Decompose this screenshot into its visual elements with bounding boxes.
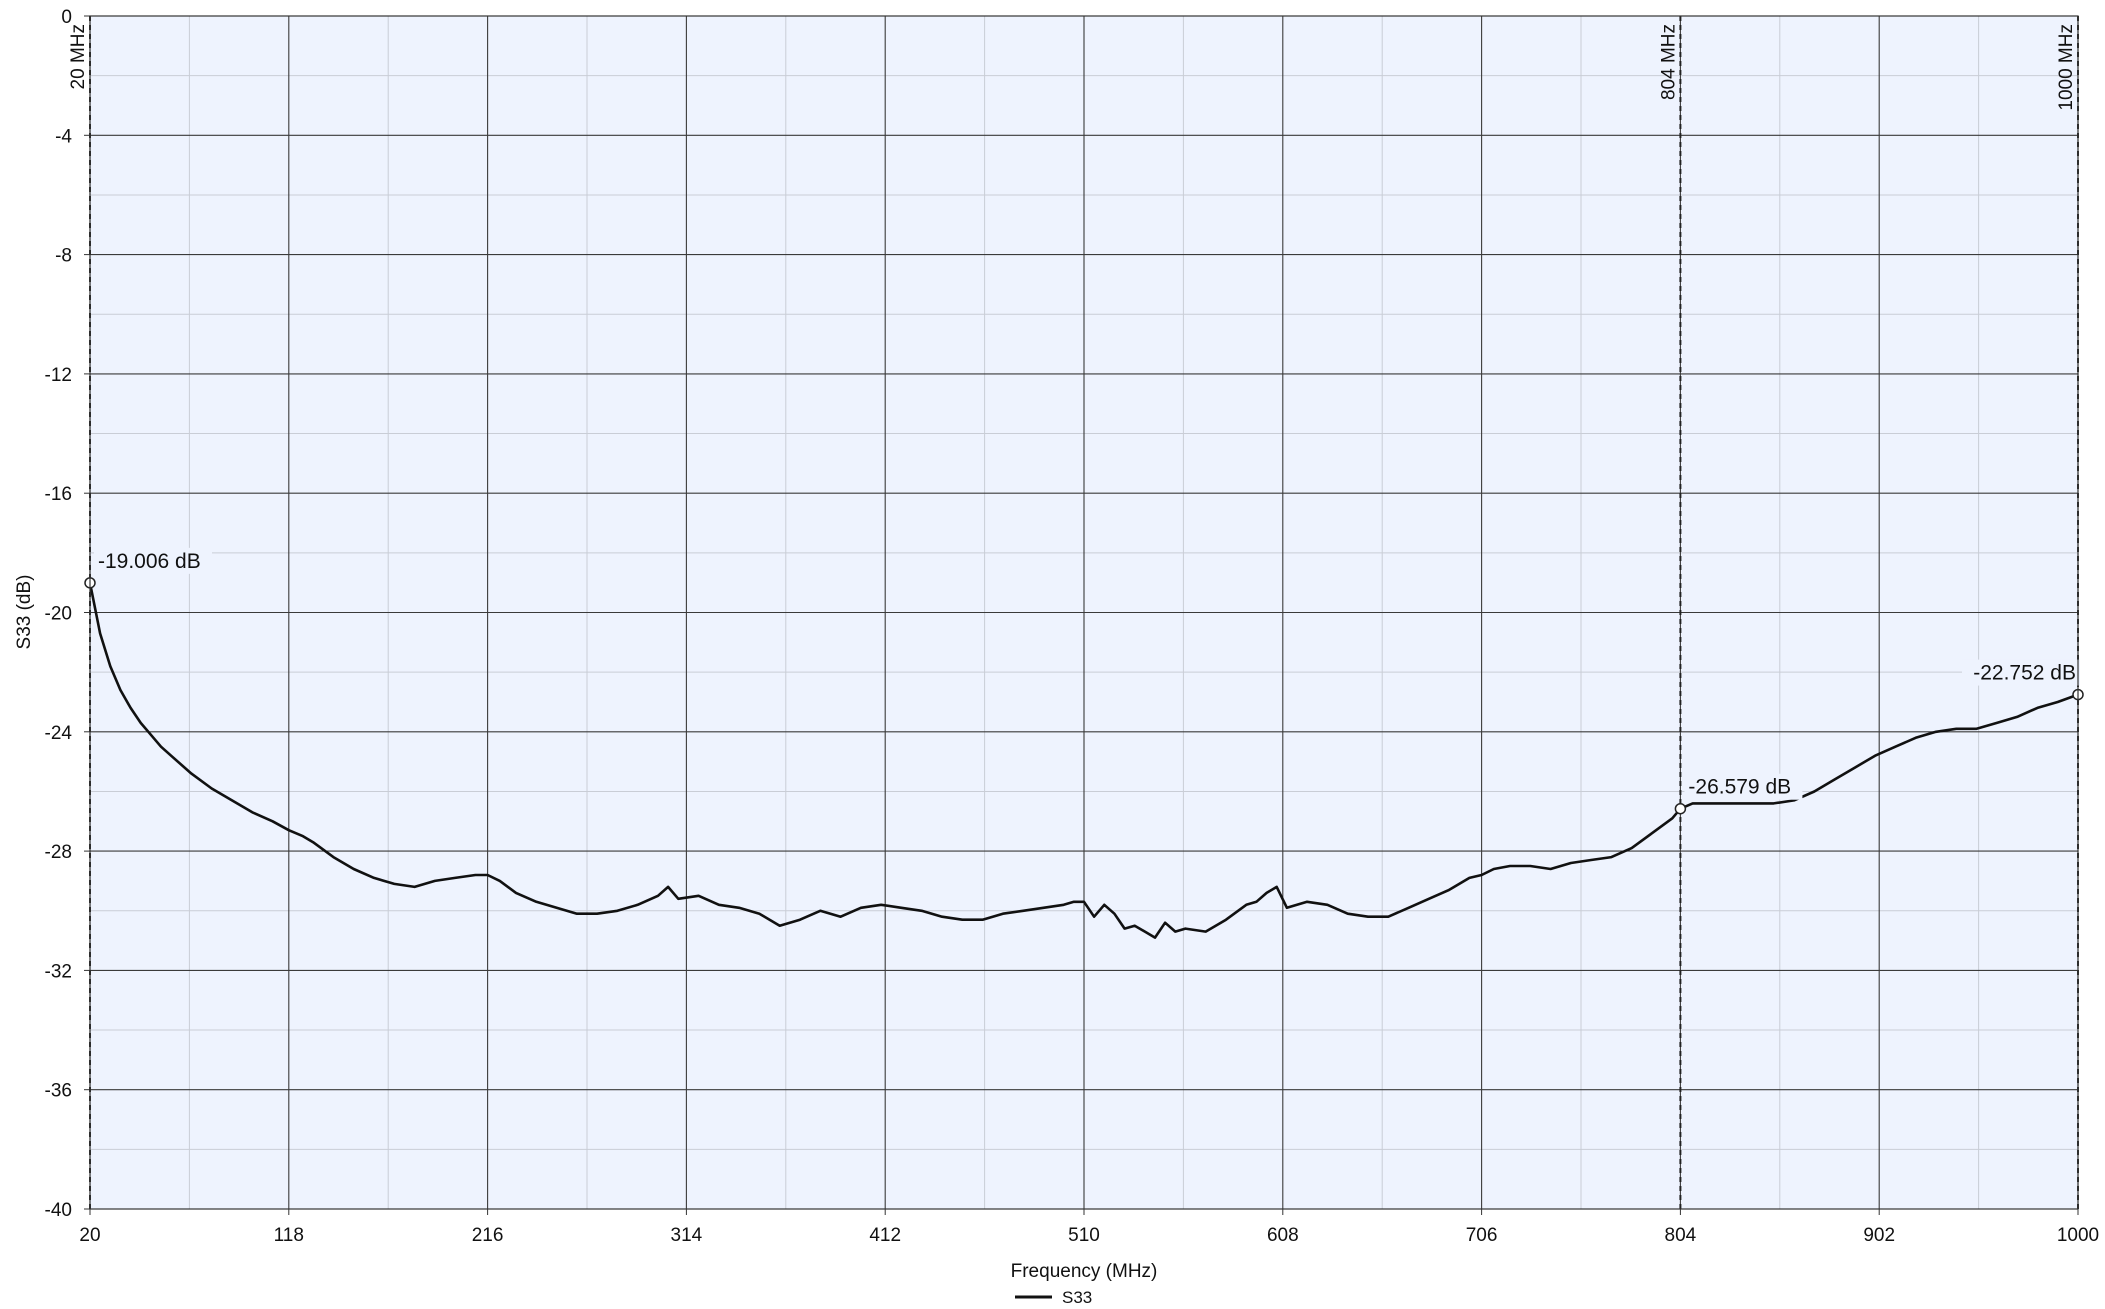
y-axis-ticks: 0 -4 -8 -12 -16 -20 -24 -28 -32 -36 -40 bbox=[45, 7, 90, 1221]
y-tick-label: -24 bbox=[45, 723, 73, 744]
marker-line-label: 804 MHz bbox=[1658, 24, 1679, 100]
marker-line-label: 1000 MHz bbox=[2056, 24, 2077, 111]
y-tick-label: 0 bbox=[61, 7, 72, 28]
x-tick-label: 216 bbox=[472, 1225, 504, 1246]
x-tick-label: 510 bbox=[1068, 1225, 1100, 1246]
marker-line-label: 20 MHz bbox=[68, 24, 89, 89]
y-tick-label: -12 bbox=[45, 365, 72, 386]
y-tick-label: -8 bbox=[55, 246, 72, 267]
legend: S33 bbox=[1015, 1288, 1092, 1307]
series-layer bbox=[88, 582, 2079, 939]
y-axis-label: S33 (dB) bbox=[14, 575, 35, 650]
y-tick-label: -16 bbox=[45, 484, 72, 505]
x-tick-label: 314 bbox=[671, 1225, 703, 1246]
series-line-s33 bbox=[88, 582, 2079, 939]
y-tick-label: -4 bbox=[55, 126, 72, 147]
x-tick-label: 1000 bbox=[2057, 1225, 2099, 1246]
x-tick-label: 902 bbox=[1863, 1225, 1895, 1246]
marker-value-label: -26.579 dB bbox=[1688, 776, 1791, 799]
marker-value-label: -19.006 dB bbox=[98, 550, 201, 573]
x-tick-label: 118 bbox=[274, 1225, 304, 1246]
x-axis-label: Frequency (MHz) bbox=[1011, 1261, 1158, 1282]
x-tick-label: 20 bbox=[79, 1225, 100, 1246]
x-tick-label: 706 bbox=[1466, 1225, 1498, 1246]
legend-label-s33: S33 bbox=[1062, 1288, 1092, 1307]
marker-label-bg bbox=[1962, 659, 2080, 686]
y-tick-label: -28 bbox=[45, 842, 72, 863]
marker-label-bg bbox=[1684, 773, 1803, 800]
marker-value-label: -22.752 dB bbox=[1973, 662, 2076, 685]
y-tick-label: -32 bbox=[45, 961, 72, 982]
marker-label-bg bbox=[94, 547, 212, 574]
y-tick-label: -20 bbox=[45, 604, 72, 625]
x-axis-ticks: 20 118 216 314 412 510 608 706 804 902 1000 bbox=[79, 1209, 2099, 1246]
x-tick-label: 412 bbox=[869, 1225, 901, 1246]
y-tick-label: -40 bbox=[45, 1200, 72, 1221]
marker-point bbox=[1674, 802, 1687, 815]
grid bbox=[89, 15, 2079, 1210]
x-tick-label: 608 bbox=[1267, 1225, 1299, 1246]
y-tick-label: -36 bbox=[45, 1081, 72, 1102]
x-tick-label: 804 bbox=[1665, 1225, 1697, 1246]
plot-border bbox=[89, 15, 2079, 1210]
markers: -19.006 dB -26.579 dB -22.752 dB bbox=[84, 547, 2084, 815]
